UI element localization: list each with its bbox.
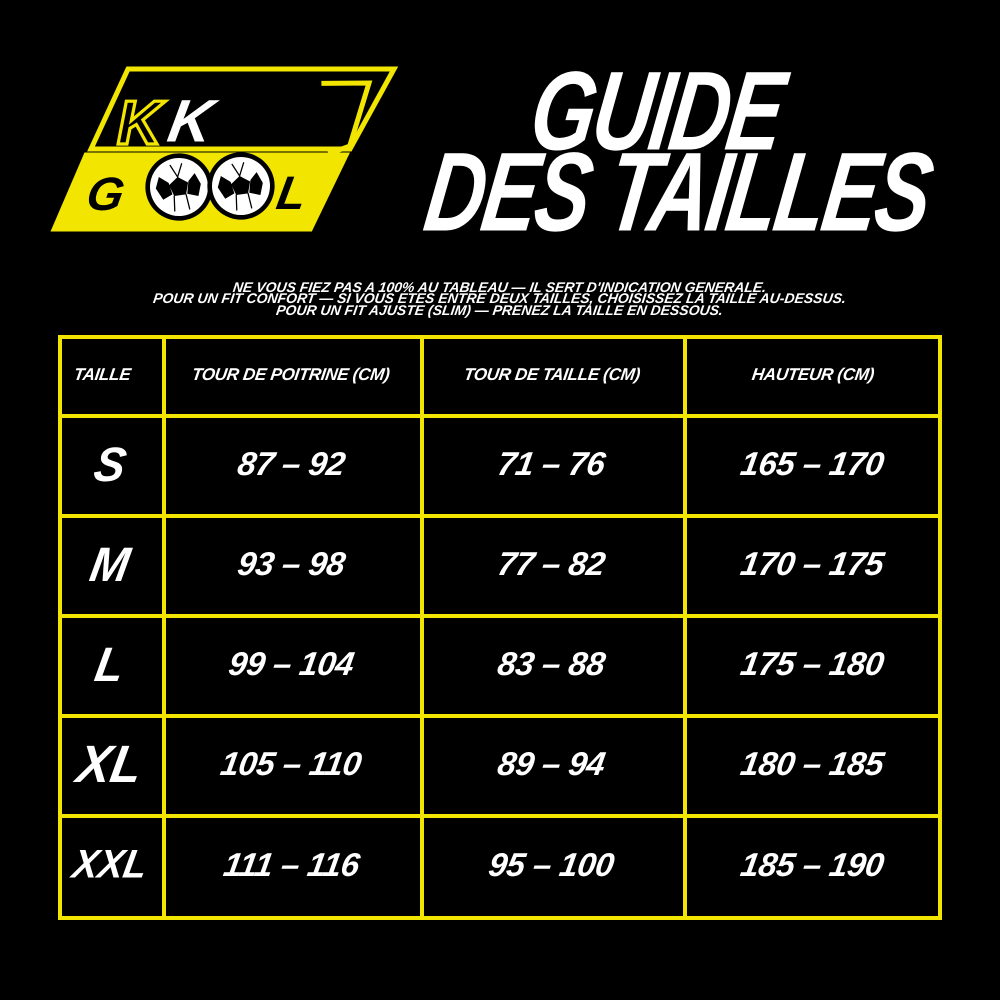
svg-text:K: K — [117, 89, 166, 158]
svg-text:K: K — [163, 87, 223, 154]
